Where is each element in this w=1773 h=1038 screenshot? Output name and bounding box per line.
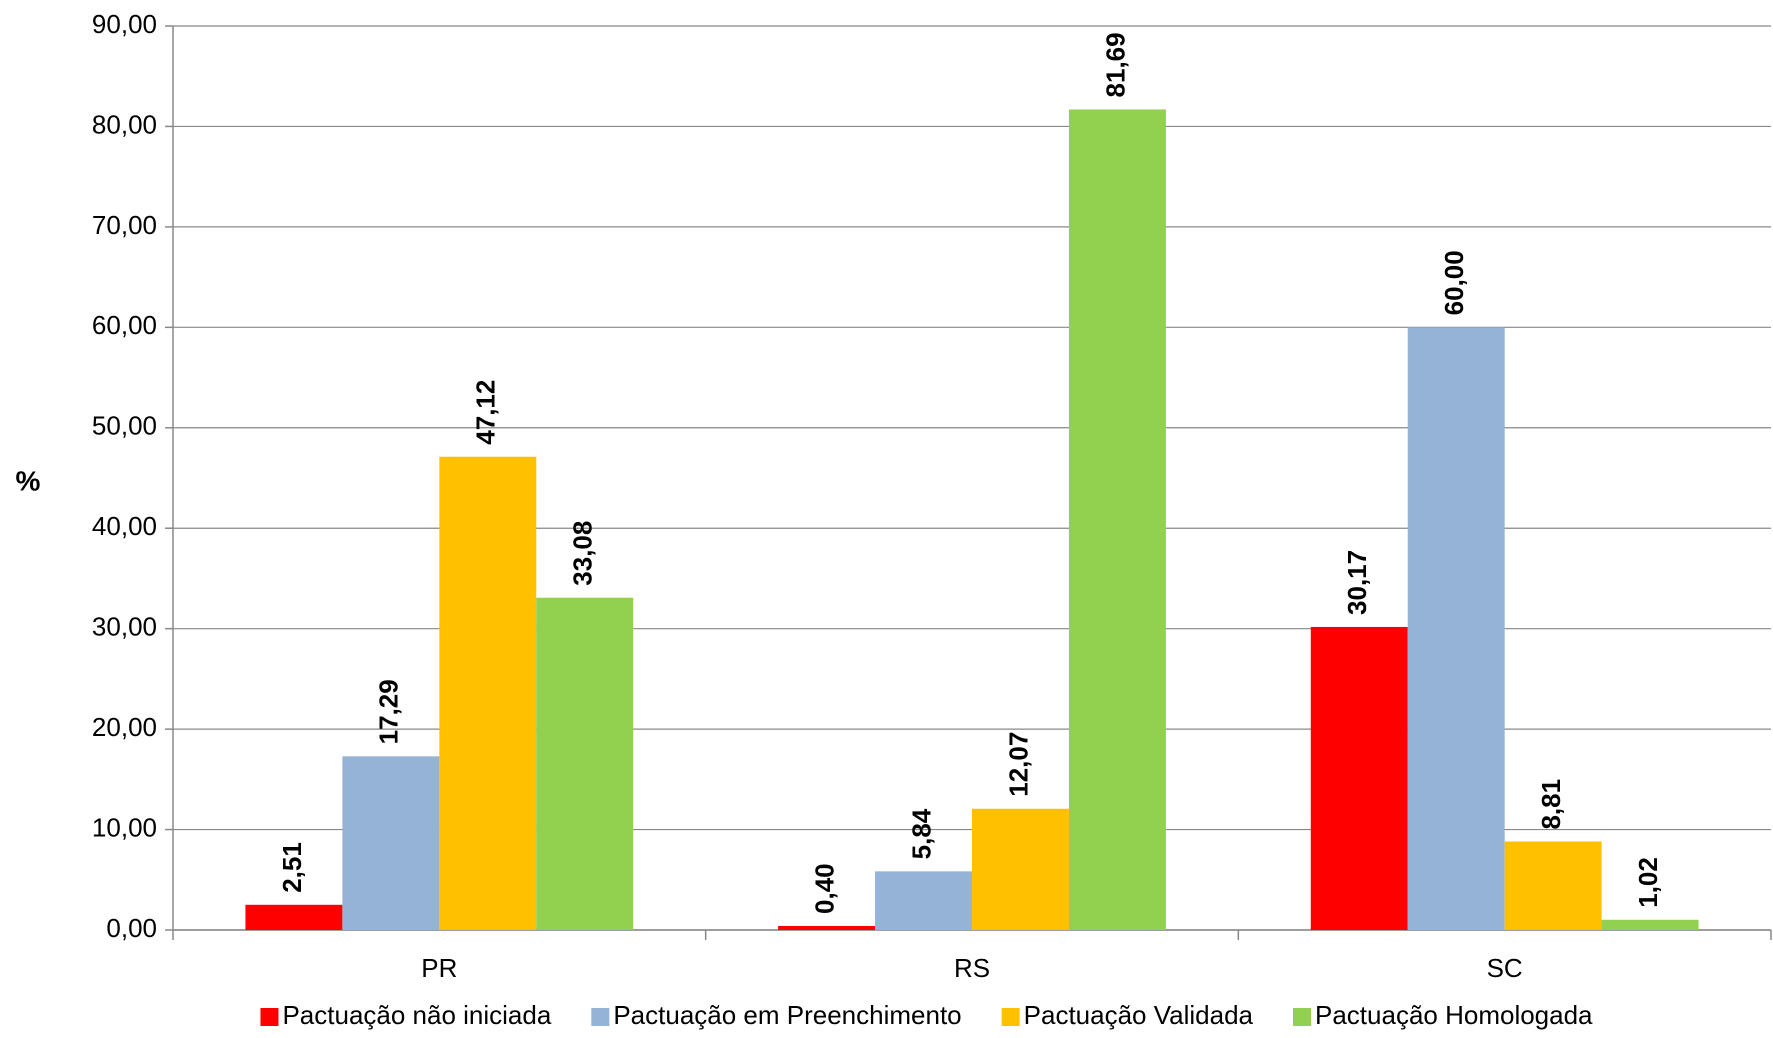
bar (1601, 919, 1699, 930)
data-label: 60,00 (1439, 250, 1469, 315)
legend-swatch (591, 1008, 610, 1026)
y-tick-label: 30,00 (92, 612, 157, 642)
bar (245, 904, 343, 930)
y-tick-label: 40,00 (92, 511, 157, 541)
y-tick-label: 10,00 (92, 812, 157, 842)
legend-label: Pactuação em Preenchimento (613, 1000, 961, 1030)
data-label: 12,07 (1003, 732, 1033, 797)
data-label: 2,51 (277, 842, 307, 893)
legend-swatch (1293, 1008, 1312, 1026)
y-tick-label: 70,00 (92, 210, 157, 240)
bar (342, 756, 440, 930)
data-label: 0,40 (809, 863, 839, 914)
data-label: 17,29 (374, 679, 404, 744)
bar (439, 456, 537, 930)
bar (1310, 626, 1408, 930)
data-label: 30,17 (1342, 550, 1372, 615)
legend-swatch (1001, 1008, 1020, 1026)
y-axis-label: % (16, 465, 41, 496)
x-tick-label: SC (1487, 953, 1523, 983)
bar (536, 597, 634, 930)
legend-label: Pactuação Validada (1024, 1000, 1254, 1030)
legend-label: Pactuação Homologada (1315, 1000, 1593, 1030)
data-label: 8,81 (1536, 779, 1566, 830)
data-label: 33,08 (568, 521, 598, 586)
y-tick-label: 80,00 (92, 109, 157, 139)
x-tick-label: PR (421, 953, 457, 983)
data-label: 81,69 (1100, 32, 1130, 97)
bar (778, 925, 876, 930)
bar (1407, 327, 1505, 930)
x-tick-label: RS (954, 953, 990, 983)
bar (1504, 841, 1602, 930)
y-tick-label: 90,00 (92, 9, 157, 39)
legend-label: Pactuação não iniciada (282, 1000, 551, 1030)
data-label: 5,84 (906, 808, 936, 859)
y-tick-label: 20,00 (92, 712, 157, 742)
bar (972, 808, 1069, 930)
y-tick-label: 60,00 (92, 310, 157, 340)
data-label: 47,12 (471, 380, 501, 445)
bar (875, 871, 972, 930)
data-label: 1,02 (1633, 857, 1663, 908)
y-tick-label: 50,00 (92, 411, 157, 441)
bar (1068, 109, 1166, 930)
legend-swatch (260, 1008, 279, 1026)
y-tick-label: 0,00 (106, 913, 157, 943)
